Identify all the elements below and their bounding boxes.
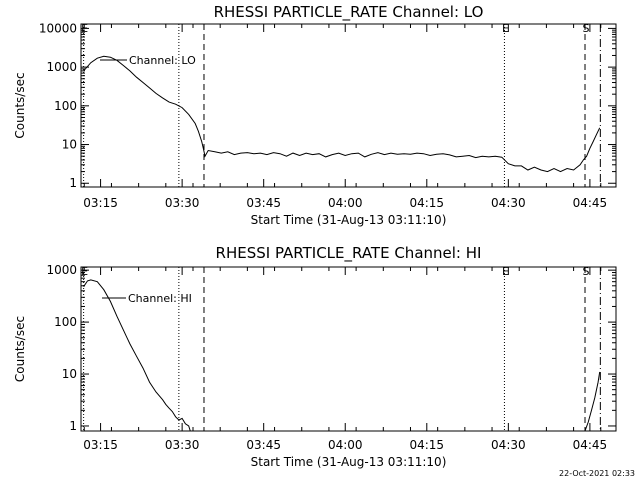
y-tick-label: 1 [69,419,77,433]
legend-label: Channel: HI [128,292,192,305]
x-tick-label: 04:45 [573,196,608,210]
y-tick-label: 10 [62,138,77,152]
legend-label: Channel: LO [129,54,196,67]
marker-letter: E [81,265,88,278]
x-tick-label: 03:15 [83,438,118,452]
x-tick-label: 04:30 [491,438,526,452]
y-axis-label: Counts/sec [13,316,27,382]
y-tick-label: 100 [54,99,77,113]
x-tick-label: 03:15 [83,196,118,210]
marker-letter: E [81,22,88,35]
x-tick-label: 04:00 [328,438,363,452]
marker-letter: S [583,22,590,35]
chart-title: RHESSI PARTICLE_RATE Channel: HI [216,244,482,263]
x-tick-label: 03:30 [165,196,200,210]
x-tick-label: 04:15 [409,438,444,452]
marker-letter: S [583,265,590,278]
marker-letter: E [502,265,509,278]
panel-hi: RHESSI PARTICLE_RATE Channel: HI Start Ti… [13,244,617,469]
y-tick-label: 100 [54,315,77,329]
marker-letter: E [502,22,509,35]
x-tick-label: 04:00 [328,196,363,210]
x-tick-label: 03:45 [246,196,281,210]
series-line [83,55,601,173]
x-axis-label: Start Time (31-Aug-13 03:11:10) [251,213,447,227]
x-tick-label: 04:15 [409,196,444,210]
y-tick-label: 1 [69,176,77,190]
x-tick-label: 04:30 [491,196,526,210]
series-line [83,279,191,432]
series-line [584,371,601,432]
x-tick-label: 03:30 [165,438,200,452]
y-tick-label: 10 [62,367,77,381]
y-axis-label: Counts/sec [13,72,27,138]
x-tick-label: 04:45 [573,438,608,452]
y-tick-label: 1000 [46,60,77,74]
x-tick-label: 03:45 [246,438,281,452]
panel-lo: RHESSI PARTICLE_RATE Channel: LO Start Ti… [13,3,617,227]
y-tick-label: 1000 [46,263,77,277]
x-axis-label: Start Time (31-Aug-13 03:11:10) [251,455,447,469]
chart-title: RHESSI PARTICLE_RATE Channel: LO [214,3,484,22]
y-tick-label: 10000 [39,21,77,35]
footer-timestamp: 22-Oct-2021 02:33 [559,469,635,478]
